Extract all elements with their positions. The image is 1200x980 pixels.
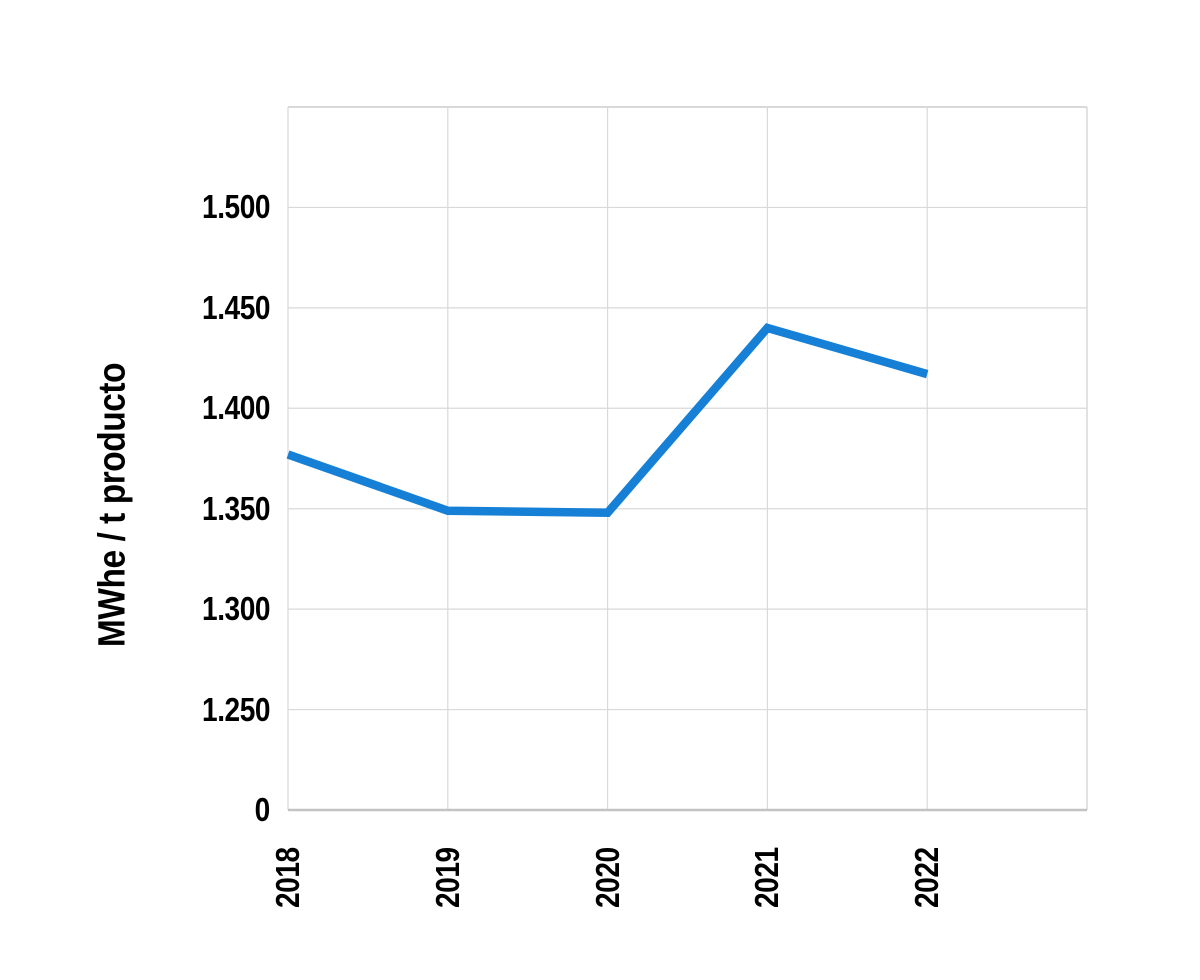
data-series-line — [286, 323, 929, 518]
x-tick-label: 2018 — [269, 847, 306, 908]
x-tick-label: 2022 — [908, 847, 946, 908]
y-tick-label: 1.500 — [201, 188, 271, 226]
x-tick-label: 2019 — [428, 847, 466, 908]
y-axis-title: MWhe / t producto — [91, 362, 134, 648]
y-tick-label: 0 — [254, 791, 271, 828]
y-tick-label: 1.250 — [201, 690, 271, 728]
x-tick-label: 2020 — [588, 847, 626, 908]
y-tick-label: 1.350 — [201, 489, 271, 527]
y-tick-label: 1.300 — [201, 590, 271, 628]
y-tick-label: 1.400 — [201, 389, 271, 427]
y-tick-label: 1.450 — [201, 288, 271, 326]
x-tick-label: 2021 — [748, 847, 786, 908]
